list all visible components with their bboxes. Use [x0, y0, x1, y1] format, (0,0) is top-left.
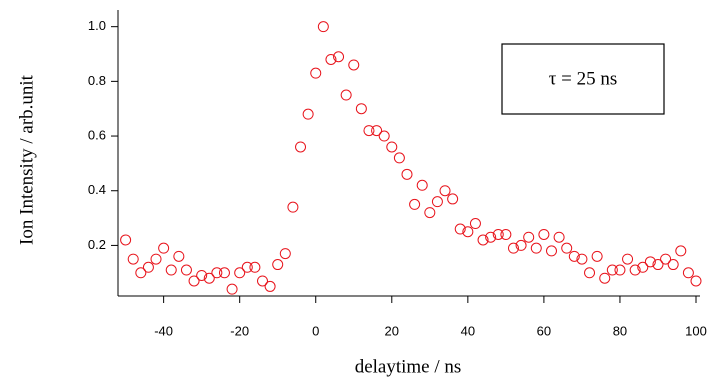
data-point: [690, 275, 702, 287]
y-axis-label: Ion Intensity / arb.unit: [16, 74, 37, 245]
data-point: [637, 261, 649, 273]
data-point: [492, 228, 504, 240]
data-point: [180, 264, 192, 276]
data-point: [606, 264, 618, 276]
data-point: [568, 250, 580, 262]
data-point: [135, 267, 147, 279]
x-tick-label: 80: [613, 323, 627, 338]
data-point: [546, 245, 557, 257]
data-point: [431, 196, 443, 208]
data-point: [287, 201, 299, 213]
data-point: [393, 152, 405, 164]
x-tick-label: -20: [230, 323, 249, 338]
data-point: [409, 198, 421, 210]
data-point: [477, 234, 489, 246]
data-point: [203, 272, 215, 284]
annotation: τ = 25 ns: [549, 68, 618, 89]
data-point: [142, 261, 154, 273]
data-point: [576, 253, 588, 265]
data-point: [226, 283, 238, 295]
data-point: [249, 261, 261, 273]
data-point: [211, 267, 223, 279]
data-point: [371, 125, 383, 137]
data-point: [485, 231, 497, 243]
data-point: [424, 207, 436, 219]
data-point: [614, 264, 626, 276]
data-point: [348, 59, 360, 71]
data-point: [447, 193, 459, 205]
data-point: [196, 269, 208, 281]
data-point: [500, 228, 512, 240]
data-point: [173, 250, 185, 262]
data-point: [622, 253, 634, 265]
x-tick-label: 60: [537, 323, 551, 338]
data-point: [241, 261, 253, 273]
data-point: [340, 89, 352, 101]
data-point: [682, 267, 694, 279]
y-tick-label: 0.6: [88, 127, 106, 142]
data-point: [386, 141, 398, 153]
data-point: [454, 223, 466, 235]
data-point: [591, 250, 603, 262]
data-point: [188, 275, 200, 287]
data-point: [416, 179, 428, 191]
data-point: [561, 242, 573, 254]
x-axis-label: delaytime / ns: [355, 356, 462, 377]
data-point: [333, 51, 345, 63]
data-point: [401, 168, 413, 180]
data-point: [355, 103, 367, 115]
x-tick-label: 0: [312, 323, 319, 338]
y-tick-label: 1.0: [88, 18, 106, 33]
data-point: [553, 231, 565, 243]
data-point: [599, 272, 611, 284]
x-tick-label: 100: [685, 323, 707, 338]
data-point: [310, 67, 322, 79]
data-point: [127, 253, 139, 265]
data-point: [317, 21, 329, 33]
y-tick-label: 0.8: [88, 73, 106, 88]
data-point: [295, 141, 307, 153]
data-point: [515, 239, 527, 251]
data-point: [378, 130, 390, 142]
y-tick-label: 0.4: [88, 182, 106, 197]
data-point: [120, 234, 132, 246]
data-point: [629, 264, 641, 276]
data-point: [264, 280, 276, 292]
data-point: [302, 108, 314, 120]
data-point: [363, 125, 375, 137]
x-tick-label: 40: [461, 323, 475, 338]
data-point: [272, 259, 284, 271]
data-point: [675, 245, 687, 257]
data-point: [257, 275, 268, 287]
annotation-box: [501, 43, 665, 115]
x-tick-label: -40: [154, 323, 173, 338]
data-point: [150, 253, 162, 265]
data-point: [584, 267, 596, 279]
data-point: [325, 53, 337, 65]
data-point: [439, 185, 451, 197]
data-point: [507, 242, 519, 254]
x-tick-label: 20: [385, 323, 399, 338]
data-point: [462, 226, 474, 238]
data-point: [234, 267, 246, 279]
data-point: [538, 228, 550, 240]
data-point: [660, 253, 672, 265]
data-point: [652, 259, 664, 271]
data-point: [158, 242, 170, 254]
data-point: [469, 218, 481, 230]
data-point: [218, 267, 230, 279]
data-point: [523, 231, 535, 243]
data-point: [530, 242, 542, 254]
y-tick-label: 0.2: [88, 237, 106, 252]
data-point: [667, 259, 679, 271]
data-point: [644, 256, 656, 268]
data-point: [279, 248, 291, 260]
data-point: [165, 264, 177, 276]
